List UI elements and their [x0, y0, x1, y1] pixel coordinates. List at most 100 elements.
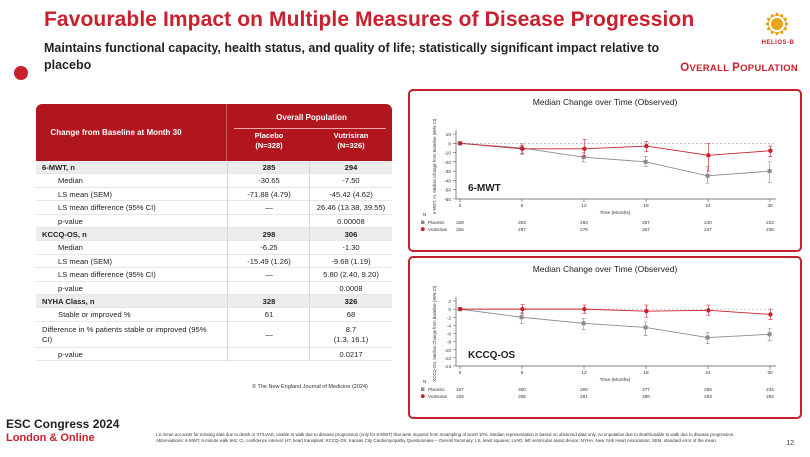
data-point-vutrisiran — [768, 312, 773, 317]
row-label: p-value — [58, 349, 83, 359]
n-label: N — [423, 212, 426, 217]
n-at-risk-value: 240 — [704, 220, 712, 225]
cell-placebo: -15.49 (1.26) — [247, 256, 291, 266]
population-label: OVERALL POPULATION — [680, 62, 798, 74]
n-at-risk-value: 234 — [766, 387, 774, 392]
table-row: LS mean (SEM) -15.49 (1.26) -9.68 (1.19) — [36, 255, 392, 269]
data-point-vutrisiran — [458, 141, 463, 146]
n-at-risk-value: 238 — [766, 227, 774, 232]
table-row: p-value 0.0217 — [36, 348, 392, 362]
data-point-vutrisiran — [458, 306, 463, 312]
n-label: N — [423, 379, 426, 384]
x-tick-label: 6 — [521, 203, 524, 209]
n-at-risk-value: 280 — [642, 394, 650, 399]
table-row: LS mean difference (95% CI) — 5.80 (2.40, … — [36, 268, 392, 282]
panel-label: 6-MWT — [468, 183, 501, 194]
legend-marker-placebo — [421, 387, 425, 391]
logo-ray — [765, 21, 769, 27]
column-header-placebo: Placebo (N=328) — [229, 131, 309, 151]
table-body: 6-MWT, n 285 294 Median -30.65 -7.50 LS mean (… — [36, 161, 392, 362]
page-title: Favourable Impact on Multiple Measures o… — [44, 8, 695, 31]
data-point-vutrisiran — [520, 306, 525, 312]
table-row: p-value 0.00008 — [36, 215, 392, 228]
n-at-risk-value: 267 — [642, 220, 650, 225]
source-citation: © The New England Journal of Medicine (2… — [252, 384, 368, 390]
x-tick-label: 18 — [643, 370, 649, 376]
congress-name: ESC Congress 2024 — [6, 417, 120, 431]
table-header-label: Change from Baseline at Month 30 — [50, 128, 182, 137]
y-tick-label: -2 — [447, 315, 452, 321]
column-divider — [309, 161, 310, 362]
table-row: Median -30.65 -7.50 — [36, 174, 392, 188]
cell-placebo: 328 — [262, 296, 276, 306]
population-label-part: VERALL — [689, 63, 733, 74]
chart-kccq-svg: Median Change over Time (Observed) 2 0 -2 -4… — [420, 264, 776, 399]
x-tick-label: 30 — [767, 370, 773, 376]
data-point-vutrisiran — [644, 308, 649, 314]
cell-vutrisiran: 68 — [346, 310, 356, 320]
n-at-risk-value: 327 — [456, 387, 464, 392]
n-at-risk-value: 276 — [580, 227, 588, 232]
y-tick-label: -4 — [447, 323, 452, 329]
n-at-risk-value: 300 — [580, 387, 588, 392]
footnote-line: Abbreviations: 6-MWT, 6-minute walk test… — [156, 437, 718, 443]
cell-placebo: — — [265, 329, 273, 339]
legend-marker-vutrisiran — [420, 227, 425, 232]
chart-title: Median Change over Time (Observed) — [533, 97, 678, 107]
column-divider — [227, 161, 228, 362]
table-group-header: Overall Population — [276, 113, 347, 122]
chart-6mwt: Median Change over Time (Observed) 10 0 -10… — [408, 89, 802, 252]
logo-ray — [770, 13, 775, 19]
legend-label: Vutrisiran — [428, 227, 448, 232]
cell-vutrisiran: 5.80 (2.40, 9.20) — [323, 270, 379, 280]
y-tick-label: -20 — [444, 160, 451, 166]
data-point-vutrisiran — [520, 146, 525, 152]
table-row: LS mean difference (95% CI) — 26.46 (13.38… — [36, 201, 392, 215]
x-tick-label: 0 — [459, 203, 462, 209]
n-at-risk-value: 291 — [580, 394, 588, 399]
column-n: (N=328) — [255, 141, 283, 150]
data-point-placebo — [643, 159, 648, 164]
data-point-placebo — [767, 332, 772, 337]
footnote: LS mean accounts for missing data due to… — [156, 432, 760, 443]
row-label: LS mean difference (95% CI) — [58, 270, 156, 280]
logo-ray — [785, 21, 789, 27]
y-tick-label: -10 — [444, 151, 451, 157]
legend-label: Placebo — [428, 387, 445, 392]
row-label: LS mean (SEM) — [58, 189, 113, 199]
x-axis-label: Time (Months) — [600, 377, 631, 383]
data-point-vutrisiran — [644, 143, 649, 149]
row-label: KCCQ-OS, n — [42, 229, 87, 239]
data-point-vutrisiran — [768, 148, 773, 153]
cell-vutrisiran: 306 — [344, 229, 358, 239]
cell-vutrisiran: -7.50 — [342, 176, 360, 186]
y-tick-label: -10 — [444, 348, 451, 354]
logo-ray — [782, 17, 788, 22]
header-divider — [226, 104, 227, 161]
logo-ray — [766, 26, 772, 31]
y-tick-label: 10 — [446, 132, 452, 138]
column-header-vutrisiran: Vutrisiran (N=326) — [311, 131, 391, 151]
n-at-risk-value: 325 — [456, 394, 464, 399]
n-at-risk-value: 328 — [456, 220, 464, 225]
logo-ray — [774, 32, 780, 36]
results-table: Change from Baseline at Month 30 Overall… — [36, 104, 392, 362]
table-header: Change from Baseline at Month 30 Overall… — [36, 104, 392, 161]
n-at-risk-value: 277 — [642, 387, 650, 392]
cell-vutrisiran: 8.7 (1.3, 16.1) — [333, 324, 369, 344]
chart-title: Median Change over Time (Observed) — [533, 264, 678, 274]
cell-vutrisiran: -9.68 (1.19) — [331, 256, 371, 266]
y-tick-label: -40 — [444, 178, 451, 184]
y-tick-label: 2 — [448, 299, 451, 305]
column-name: Placebo — [254, 131, 284, 140]
legend-label: Vutrisiran — [428, 394, 448, 399]
row-label: LS mean (SEM) — [58, 256, 113, 266]
n-at-risk-value: 263 — [704, 394, 712, 399]
congress-location: London & Online — [6, 432, 95, 444]
legend-marker-vutrisiran — [420, 394, 425, 399]
n-at-risk-value: 305 — [518, 394, 526, 399]
row-label: LS mean difference (95% CI) — [58, 203, 156, 213]
cell-vutrisiran: 0.0008 — [339, 283, 363, 293]
cell-vutrisiran: -45.42 (4.62) — [329, 189, 373, 199]
chart-6mwt-svg: Median Change over Time (Observed) 10 0 -10… — [420, 97, 776, 232]
